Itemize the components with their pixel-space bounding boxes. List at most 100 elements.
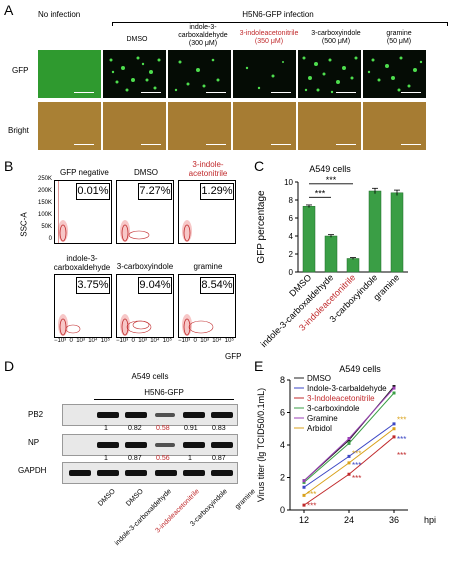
blot-row-label-np: NP bbox=[28, 438, 40, 447]
line-chart-title: A549 cells bbox=[339, 364, 381, 374]
bar bbox=[368, 190, 382, 273]
np-value: 0.87 bbox=[212, 455, 226, 462]
facs-pct-3-carboxyindole: 9.04% bbox=[138, 277, 172, 294]
line-point bbox=[347, 461, 351, 465]
facs-xtick: 10⁵ bbox=[224, 338, 234, 344]
micrograph-gfp-no-infection bbox=[38, 50, 101, 98]
facs-title-gfp-negative: GFP negative bbox=[60, 168, 109, 177]
col-label-3-indoleacetonitrile: 3-indoleacetonitrile (350 μM) bbox=[239, 30, 299, 45]
pb2-value: 1 bbox=[104, 425, 108, 432]
facs-pct-3-indoleacetonitrile: 1.29% bbox=[200, 183, 234, 200]
line-point bbox=[302, 485, 306, 489]
facs-xtick: 10³ bbox=[138, 338, 147, 344]
line-chart-ylabel: Virus titer (lg TCID50/0.1mL) bbox=[256, 388, 266, 502]
facs-title-gramine: gramine bbox=[193, 262, 223, 271]
header-tick-right bbox=[447, 22, 448, 26]
blot-title: A549 cells bbox=[131, 372, 169, 381]
line-chart-xtick-label: 24 bbox=[344, 515, 354, 525]
line-chart-ytick-label: 0 bbox=[280, 505, 285, 515]
facs-xticks-1: −10³ 0 10³ 10⁴ 10⁵ bbox=[54, 338, 110, 345]
panel-label-a: A bbox=[4, 2, 14, 18]
line-point bbox=[347, 437, 351, 440]
blot-row-label-gapdh: GAPDH bbox=[18, 466, 47, 475]
bar-chart-ytick-label: 8 bbox=[289, 196, 294, 205]
facs-xtick: 10⁵ bbox=[162, 338, 172, 344]
facs-ytick: 250K bbox=[37, 176, 52, 182]
np-value: 1 bbox=[104, 455, 108, 462]
bar-chart-ytick-label: 0 bbox=[289, 268, 294, 277]
facs-pct-gramine: 8.54% bbox=[200, 277, 234, 294]
line-point bbox=[392, 435, 396, 439]
blot-pb2 bbox=[62, 404, 238, 426]
significance-star: *** bbox=[397, 415, 406, 424]
line-point bbox=[302, 480, 306, 484]
col-label-dmso: DMSO bbox=[126, 36, 148, 43]
facs-ytick: 150K bbox=[37, 200, 52, 206]
line-chart-xlabel: hpi bbox=[424, 515, 436, 525]
sig-label: *** bbox=[326, 175, 337, 185]
bar bbox=[346, 258, 360, 273]
infection-header: H5N6-GFP infection bbox=[242, 10, 314, 19]
line-point bbox=[392, 427, 396, 431]
facs-xtick: 10⁴ bbox=[88, 338, 98, 344]
bar-chart-ytick-label: 6 bbox=[289, 214, 294, 223]
line-chart-ytick-label: 2 bbox=[280, 473, 285, 483]
col-label-3-carboxyindole: 3-carboxyindole (500 μM) bbox=[311, 30, 361, 45]
line-chart-ytick-label: 6 bbox=[280, 408, 285, 418]
facs-pct-indole-3-carboxaldehyde: 3.75% bbox=[76, 277, 110, 294]
facs-ytick: 200K bbox=[37, 188, 52, 194]
facs-ytick: 50K bbox=[41, 224, 52, 230]
panel-label-e: E bbox=[254, 358, 264, 374]
pb2-value: 0.83 bbox=[212, 425, 226, 432]
blot-np-values: 1 0.87 0.56 1 0.87 bbox=[62, 455, 236, 464]
blot-np bbox=[62, 434, 238, 456]
col-label-indole-3-carboxaldehyde: indole-3- carboxaldehyde (300 μM) bbox=[178, 24, 228, 47]
micrograph-gfp-dmso bbox=[103, 50, 166, 98]
facs-ytick: 100K bbox=[37, 212, 52, 218]
facs-pct-gfp-negative: 0.01% bbox=[76, 183, 110, 200]
legend-label: Arbidol bbox=[307, 424, 332, 433]
bar-chart-ytick-label: 4 bbox=[289, 232, 294, 241]
pb2-value: 0.58 bbox=[156, 425, 170, 432]
micrograph-gfp-indole-3-carboxaldehyde bbox=[168, 50, 231, 98]
significance-star: *** bbox=[397, 451, 406, 460]
legend-label: 3-Indoleacetonitrile bbox=[307, 394, 375, 403]
micrograph-bright-gramine bbox=[363, 102, 426, 150]
col-label-gramine: gramine (50 μM) bbox=[386, 30, 412, 45]
significance-star: *** bbox=[352, 461, 361, 470]
micrograph-gfp-gramine bbox=[363, 50, 426, 98]
legend-label: 3-carboxindole bbox=[307, 404, 360, 413]
significance-star: *** bbox=[397, 435, 406, 444]
line-chart-ytick-label: 4 bbox=[280, 440, 285, 450]
facs-xtick: 10⁴ bbox=[212, 338, 222, 344]
facs-xtick: 10⁴ bbox=[150, 338, 160, 344]
line-point bbox=[392, 386, 396, 390]
facs-title-3-indoleacetonitrile: 3-indole- acetonitrile bbox=[188, 160, 228, 178]
np-value: 0.87 bbox=[128, 455, 142, 462]
bar bbox=[302, 206, 316, 273]
bar-chart-ytick-label: 10 bbox=[284, 178, 293, 187]
legend-label: Gramine bbox=[307, 414, 338, 423]
facs-title-indole-3-carboxaldehyde: indole-3- carboxaldehyde bbox=[53, 254, 111, 272]
facs-xticks-2: −10³ 0 10³ 10⁴ 10⁵ bbox=[116, 338, 172, 345]
line-chart-xtick-label: 36 bbox=[389, 515, 399, 525]
line-chart: A549 cells Virus titer (lg TCID50/0.1mL) 0… bbox=[256, 364, 436, 525]
line-point bbox=[302, 493, 306, 497]
np-value: 1 bbox=[188, 455, 192, 462]
micrograph-bright-dmso bbox=[103, 102, 166, 150]
facs-ylabel: SSC-A bbox=[19, 212, 29, 237]
significance-star: *** bbox=[352, 474, 361, 483]
bar bbox=[390, 192, 404, 273]
line-chart-ytick-label: 8 bbox=[280, 375, 285, 385]
micrograph-bright-3-carboxyindole bbox=[298, 102, 361, 150]
facs-xtick: 10⁵ bbox=[100, 338, 110, 344]
sig-label: *** bbox=[315, 188, 326, 198]
blot-gapdh bbox=[62, 462, 238, 484]
micrograph-bright-no-infection bbox=[38, 102, 101, 150]
line-point bbox=[302, 479, 306, 483]
blot-infection-line bbox=[94, 399, 234, 400]
line-point bbox=[347, 454, 351, 458]
facs-xticks-3: −10³ 0 10³ 10⁴ 10⁵ bbox=[178, 338, 234, 345]
facs-xlabel: GFP bbox=[225, 352, 242, 361]
